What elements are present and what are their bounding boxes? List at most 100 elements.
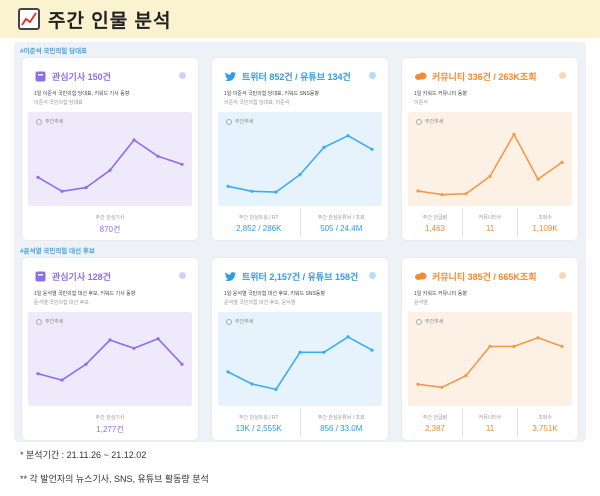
data-point (36, 175, 40, 179)
data-point (84, 186, 88, 190)
card-keywords: 윤석열 국민의힘 대선 후보, 윤석열 (224, 300, 296, 306)
card-header: 트위터 852건 / 유튜브 134건 (224, 70, 351, 83)
stat-item: 커뮤니티수 11 (462, 208, 517, 238)
week-trend-label: 주간추세 (416, 318, 443, 325)
stat-value: 856 / 33.0M (320, 424, 363, 433)
stat-card-4: 관심기사 128건 1일 윤석열 국민의힘 대선 후보, 키워드 기사 동향 윤석열… (22, 258, 198, 440)
week-trend-label: 주간추세 (226, 118, 253, 125)
stat-value: 11 (485, 424, 495, 433)
card-title: 관심기사 128건 (52, 272, 111, 282)
stat-value: 1,463 (424, 224, 446, 233)
line-chart: 주간추세 (408, 112, 572, 206)
stat-label: 조회수 (538, 415, 552, 421)
card-description: 1일 윤석열 국민의힘 대선 후보, 키워드 기사 동향 (34, 291, 136, 297)
trend-icon (36, 318, 42, 325)
data-point (560, 160, 564, 164)
card-description: 1일 이준석 국민의힘 당대표, 키워드 기사 동향 (34, 91, 130, 97)
series-line (37, 337, 183, 381)
stat-card-2: 트위터 852건 / 유튜브 134건 1일 이준석 국민의힘 당대표, 키워드 … (212, 58, 388, 240)
week-trend-text: 주간추세 (45, 319, 64, 325)
line-chart-svg (36, 337, 184, 382)
line-chart: 주간추세 (28, 112, 192, 206)
line-chart: 주간추세 (408, 312, 572, 406)
stat-card-6: 커뮤니티 385건 / 665K조회 1일 키워드 커뮤니티 동향 윤석열 주간추세 주… (402, 258, 578, 440)
footnote-scope: ** 각 발언자의 뉴스기사, SNS, 유튜브 활동량 분석 (20, 474, 209, 484)
stat-label: 주간 관심트윗 / RT (238, 215, 279, 221)
stat-value: 2,387 (424, 424, 446, 433)
stat-summary: 주간 관심기사 1,277건 (28, 408, 192, 438)
stat-item: 커뮤니티수 11 (462, 408, 517, 438)
stat-value: 1,109K (532, 224, 558, 233)
content-panel: #이준석 국민의힘 당대표 #윤석열 국민의힘 대선 후보 관심기사 150건 1… (14, 42, 586, 442)
stat-item: 주간 관심기사 870건 (28, 208, 192, 238)
data-point (60, 378, 64, 382)
twitter-icon (224, 270, 237, 283)
news-icon (34, 70, 47, 83)
week-trend-label: 주간추세 (36, 318, 63, 325)
stat-item: 주간 언급량 2,387 (408, 408, 462, 438)
data-point (298, 173, 302, 177)
line-chart: 주간추세 (218, 112, 382, 206)
stat-value: 13K / 2,555K (235, 424, 282, 433)
line-chart: 주간추세 (28, 312, 192, 406)
stat-label: 주간 언급량 (422, 215, 448, 221)
week-trend-label: 주간추세 (416, 118, 443, 125)
week-trend-text: 주간추세 (425, 319, 444, 325)
card-header: 관심기사 150건 (34, 70, 111, 83)
line-chart: 주간추세 (218, 312, 382, 406)
card-keywords: 이준석 (414, 100, 428, 106)
data-point (322, 350, 326, 354)
trend-icon (226, 318, 232, 325)
data-point (346, 335, 350, 339)
data-point (250, 382, 254, 386)
stat-item: 주간 관심유튜브 / 조회 505 / 24.4M (299, 208, 383, 238)
week-trend-text: 주간추세 (45, 119, 64, 125)
stat-label: 주간 관심기사 (95, 215, 125, 221)
stat-label: 주간 관심유튜브 / 조회 (317, 215, 365, 221)
page-title: 주간 인물 분석 (48, 10, 172, 32)
stat-label: 주간 관심트윗 / RT (238, 415, 279, 421)
community-icon (414, 270, 427, 283)
stat-item: 조회수 1,109K (517, 208, 572, 238)
card-title: 트위터 852건 / 유튜브 134건 (242, 72, 351, 82)
footnote-period: * 분석기간 : 21.11.26 ~ 21.12.02 (20, 450, 147, 460)
trend-icon (226, 118, 232, 125)
card-title: 커뮤니티 336건 / 263K조회 (432, 72, 537, 82)
status-dot (559, 272, 566, 279)
data-point (108, 168, 112, 172)
stat-value: 1,277건 (96, 425, 124, 434)
series-line (417, 133, 563, 196)
line-chart-svg (416, 132, 564, 197)
line-chart-svg (416, 336, 564, 389)
data-point (36, 372, 40, 376)
data-point (156, 154, 160, 158)
card-keywords: 이준석 국민의힘 당대표 (34, 100, 83, 106)
line-chart-svg (226, 335, 374, 391)
data-point (560, 344, 564, 348)
card-description: 1일 키워드 커뮤니티 동향 (414, 91, 467, 97)
card-description: 1일 키워드 커뮤니티 동향 (414, 291, 467, 297)
series-line (37, 139, 183, 193)
data-point (416, 382, 420, 386)
card-title: 관심기사 150건 (52, 72, 111, 82)
data-point (440, 193, 444, 197)
card-header: 관심기사 128건 (34, 270, 111, 283)
data-point (180, 362, 184, 366)
stat-summary: 주간 관심트윗 / RT 13K / 2,555K 주간 관심유튜브 / 조회 856… (218, 408, 382, 438)
data-point (488, 174, 492, 178)
stat-summary: 주간 관심트윗 / RT 2,852 / 286K 주간 관심유튜브 / 조회 505… (218, 208, 382, 238)
stat-label: 주간 관심기사 (95, 415, 125, 421)
data-point (60, 189, 64, 193)
section-label-2: #윤석열 국민의힘 대선 후보 (20, 248, 95, 255)
stat-value: 3,751K (532, 424, 558, 433)
data-point (180, 162, 184, 166)
section-label-1: #이준석 국민의힘 당대표 (20, 48, 88, 55)
data-point (488, 344, 492, 348)
data-point (416, 189, 420, 193)
stat-item: 주간 관심트윗 / RT 13K / 2,555K (218, 408, 300, 438)
stat-summary: 주간 관심기사 870건 (28, 208, 192, 238)
data-point (464, 374, 468, 378)
card-title: 커뮤니티 385건 / 665K조회 (432, 272, 537, 282)
